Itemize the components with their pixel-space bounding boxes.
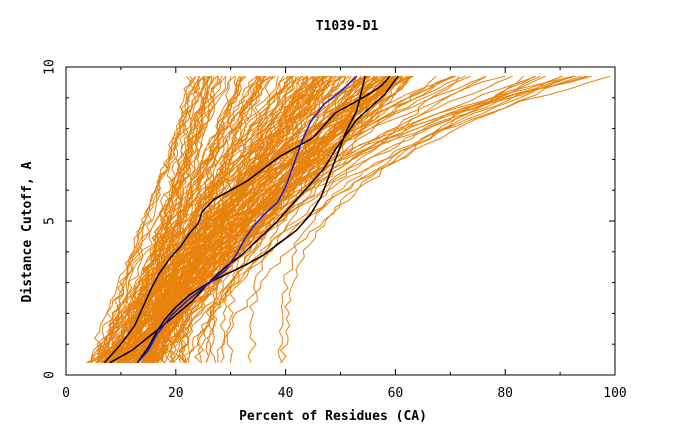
axis-ticks: [65, 66, 616, 376]
x-tick-label: 100: [603, 386, 626, 401]
background-series-line: [144, 75, 546, 363]
background-series-line: [109, 76, 227, 363]
highlight-series-black-2: [136, 76, 366, 364]
background-series-line: [106, 76, 206, 364]
background-series-line: [226, 75, 574, 363]
background-series-line: [134, 75, 330, 363]
background-series-line: [181, 75, 389, 363]
highlight-series-group: [103, 75, 399, 364]
highlight-series-blue-3: [136, 75, 358, 364]
background-series-line: [98, 75, 209, 363]
background-series-line: [158, 75, 487, 364]
background-series-line: [150, 75, 411, 364]
background-series-line: [114, 75, 274, 363]
background-series-line: [279, 75, 563, 364]
background-series-line: [145, 75, 574, 364]
background-series-line: [170, 76, 361, 364]
background-series-line: [205, 75, 593, 363]
background-series-line: [103, 75, 207, 364]
x-tick-label: 40: [278, 386, 294, 401]
background-series-line: [127, 75, 218, 363]
background-series-line: [277, 75, 611, 363]
y-tick-label: 0: [43, 371, 58, 379]
x-tick-label: 80: [497, 386, 513, 401]
background-series-line: [152, 75, 453, 364]
background-series-line: [96, 75, 195, 363]
background-series-line: [247, 75, 563, 363]
background-series-line: [168, 75, 319, 364]
highlight-series-black-1: [109, 75, 399, 364]
background-series-line: [205, 75, 487, 363]
x-tick-label: 20: [168, 386, 184, 401]
x-tick-label: 60: [388, 386, 404, 401]
background-series-line: [116, 76, 241, 364]
y-tick-label: 10: [43, 59, 58, 75]
background-series-line: [109, 75, 274, 363]
background-series-line: [143, 75, 414, 364]
x-tick-label: 0: [62, 386, 70, 401]
background-series-line: [219, 75, 537, 363]
background-series-line: [109, 75, 258, 363]
background-series-line: [105, 75, 410, 364]
background-series-line: [146, 75, 397, 363]
background-series-line: [107, 76, 242, 364]
highlight-series-black-0: [103, 75, 391, 364]
background-series-line: [216, 75, 524, 363]
background-series-line: [109, 75, 222, 363]
chart-title: T1039-D1: [316, 19, 379, 34]
y-tick-label: 5: [43, 217, 58, 225]
axis-tick-labels: 0 20 40 60 80 100 0 5 10: [43, 59, 627, 401]
y-axis-label: Distance Cutoff, A: [20, 161, 35, 302]
background-series-line: [110, 75, 308, 363]
background-series-line: [138, 75, 404, 363]
background-series-line: [142, 75, 204, 363]
background-series-line: [193, 75, 582, 364]
x-axis-label: Percent of Residues (CA): [239, 409, 427, 424]
